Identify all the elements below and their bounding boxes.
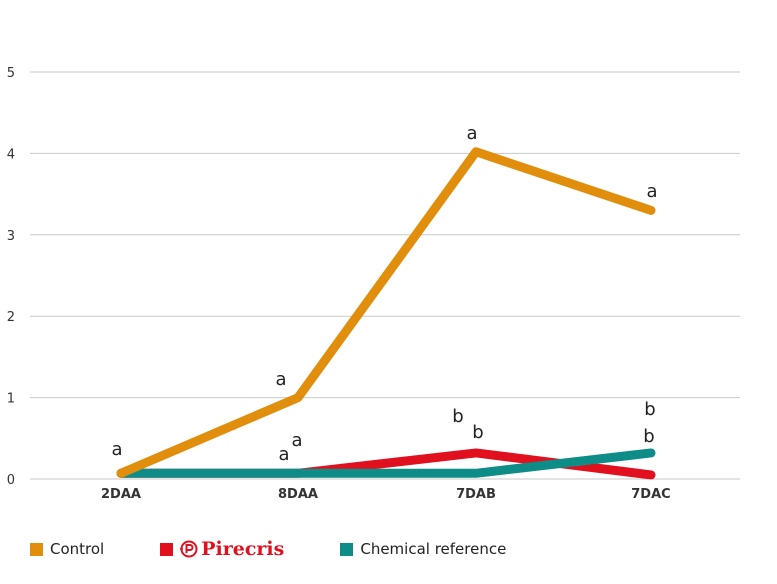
legend-item-control: Control: [30, 540, 104, 558]
x-tick-label: 2DAA: [101, 487, 141, 502]
y-tick-label: 0: [7, 473, 15, 488]
y-tick-label: 4: [7, 147, 15, 162]
legend-label-chemical-reference: Chemical reference: [360, 540, 507, 558]
legend-swatch-chemical-reference: [340, 542, 354, 556]
legend-label-control: Control: [50, 540, 105, 558]
y-tick-label: 2: [7, 310, 15, 325]
series-line-chemical-reference: [116, 448, 656, 478]
pirecris-logo-icon: [180, 540, 198, 558]
y-tick-labels: 0 1 2 3 4 5: [7, 66, 15, 488]
annotation-label: b: [643, 426, 654, 447]
x-tick-label: 7DAB: [456, 487, 496, 502]
annotation-label: a: [111, 439, 122, 460]
x-tick-label: 8DAA: [278, 487, 318, 502]
x-tick-labels: 2DAA 8DAA 7DAB 7DAC: [101, 487, 671, 502]
grid-lines: [30, 71, 740, 480]
legend-label-pirecris: Pirecris: [201, 538, 285, 560]
legend-swatch-pirecris: [160, 542, 174, 556]
annotation-label: a: [646, 181, 657, 202]
pirecris-logo: Pirecris: [180, 538, 284, 560]
annotation-label: a: [278, 444, 289, 465]
legend-item-chemical-reference: Chemical reference: [340, 540, 506, 558]
y-tick-label: 1: [7, 392, 15, 407]
series-line-control: [116, 147, 656, 478]
annotation-label: a: [275, 369, 286, 390]
legend: Control Pirecris Chemical reference: [30, 538, 562, 560]
annotation-label: a: [466, 123, 477, 144]
x-tick-label: 7DAC: [631, 487, 670, 502]
y-tick-label: 3: [7, 229, 15, 244]
annotation-label: b: [452, 406, 463, 427]
legend-swatch-control: [30, 542, 43, 556]
series-lines: [116, 147, 656, 480]
y-tick-label: 5: [7, 66, 15, 81]
legend-item-pirecris: Pirecris: [160, 538, 284, 560]
annotation-label: b: [644, 399, 655, 420]
annotation-label: b: [472, 422, 483, 443]
annotation-label: a: [291, 430, 302, 451]
